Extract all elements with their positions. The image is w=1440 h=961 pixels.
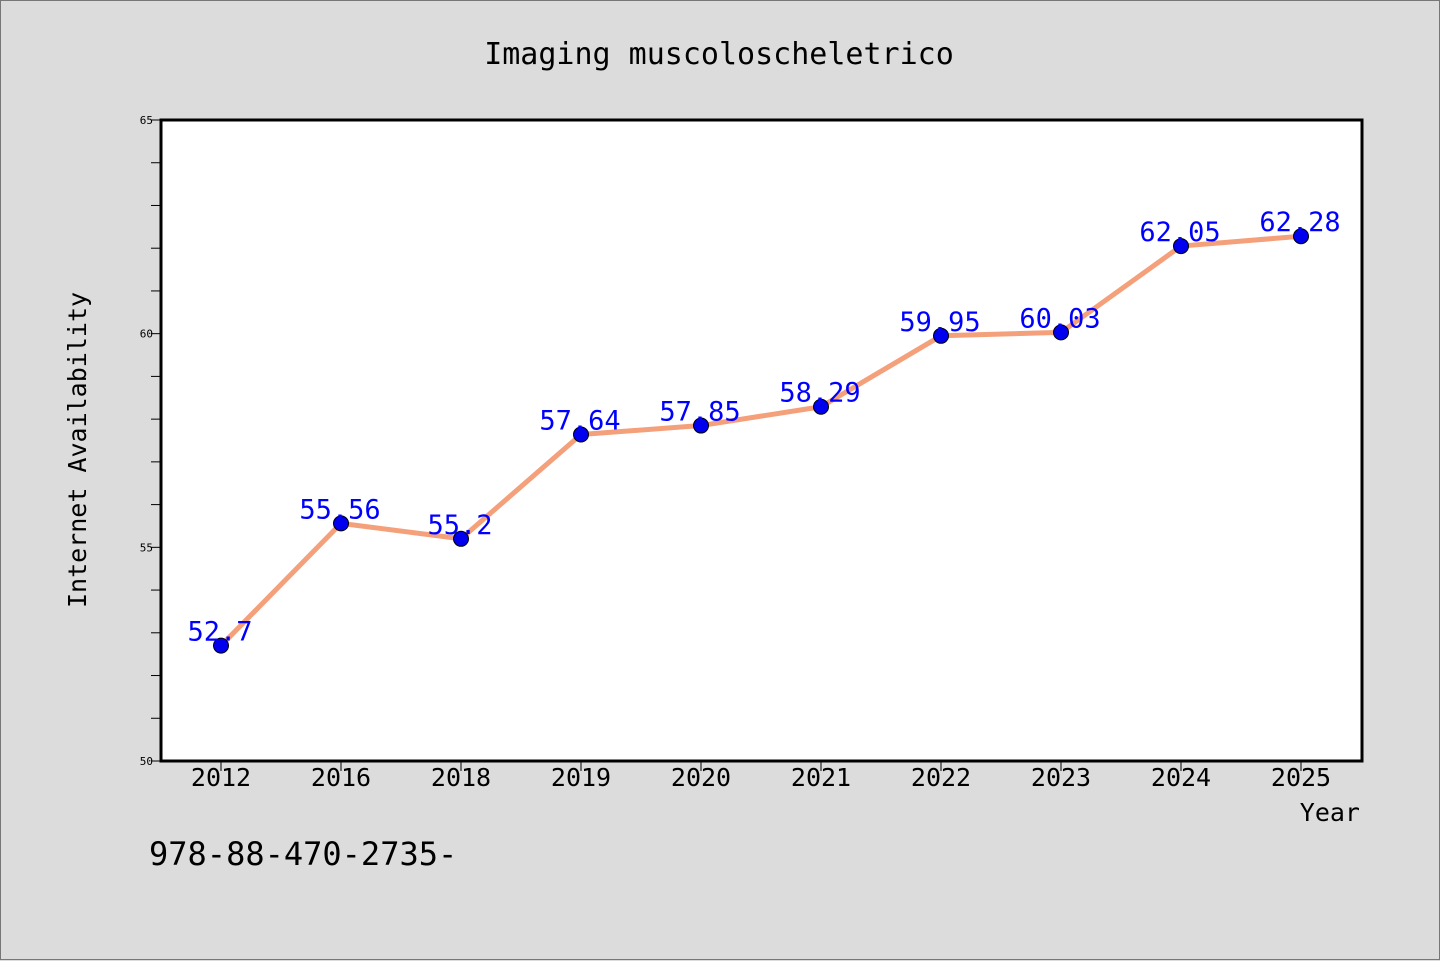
data-point [813,398,829,415]
data-label: 62.05 [1139,217,1220,248]
data-point [933,327,949,344]
data-label: 58.29 [779,378,860,409]
series-line [218,233,1304,649]
data-label: 55.2 [427,510,492,541]
data-labels-group: 52.7 55.56 55.2 57.64 57.85 58.29 59.95 60.03 62… [187,207,1340,647]
data-label: 60.03 [1019,303,1100,334]
data-label: 62.28 [1259,207,1340,238]
y-tick-label: 65 [140,114,153,127]
x-tick-label: 2016 [311,763,371,792]
x-tick-label: 2023 [1031,763,1091,792]
markers-group [213,228,1309,654]
data-point [333,515,349,532]
data-point [1293,228,1309,245]
y-tick-label: 60 [140,328,153,341]
data-label: 57.64 [539,406,620,437]
data-label: 59.95 [899,307,980,338]
x-tick-label: 2020 [671,763,731,792]
x-tick-label: 2018 [431,763,491,792]
footer-text: 978-88-470-2735- [149,835,457,873]
data-point [453,530,469,547]
data-label: 55.56 [299,494,380,525]
plot-area [159,118,1364,763]
x-axis: 2012 2016 2018 2019 2020 2021 2022 2023 2024 2025 [191,761,1331,792]
data-point [693,417,709,434]
x-axis-label: Year [1300,798,1360,827]
series-line-group [218,233,1304,649]
chart-title: Imaging muscoloscheletrico [484,37,954,72]
data-label: 52.7 [187,617,252,648]
y-tick-label: 55 [140,541,153,554]
data-point [1173,238,1189,255]
data-point [1053,324,1069,341]
x-tick-label: 2012 [191,763,251,792]
data-point [213,637,229,654]
x-tick-label: 2019 [551,763,611,792]
x-tick-label: 2024 [1151,763,1211,792]
x-tick-label: 2021 [791,763,851,792]
x-tick-label: 2022 [911,763,971,792]
y-axis: 50 55 60 65 [140,114,161,768]
data-point [573,426,589,443]
x-tick-label: 2025 [1271,763,1331,792]
y-axis-label: Internet Availability [63,292,92,608]
data-label: 57.85 [659,397,740,428]
y-tick-label: 50 [140,755,153,768]
